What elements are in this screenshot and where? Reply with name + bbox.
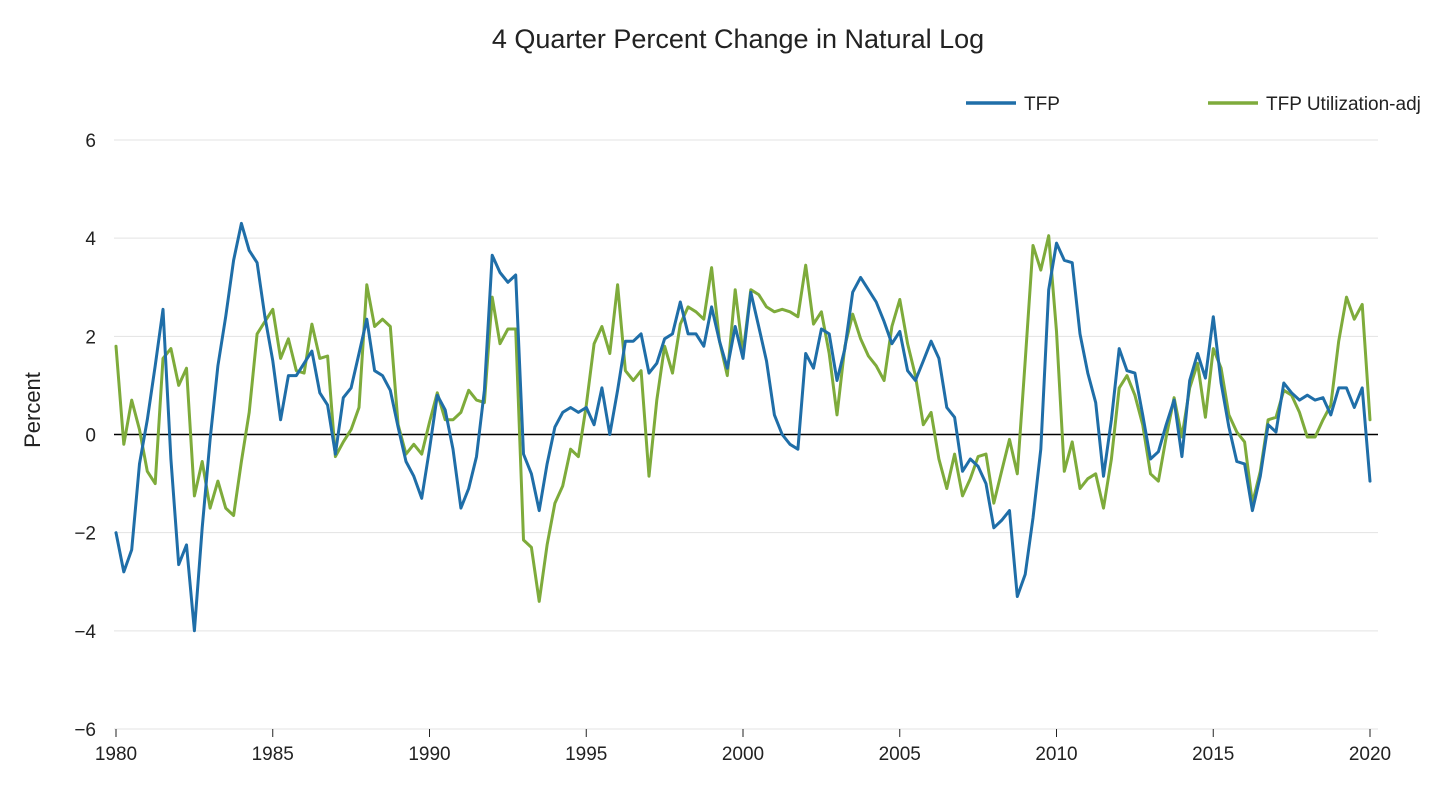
x-axis-ticks: 1980 1985 1990 1995 2000 2005 2010 2015 2020 [95,729,1391,765]
x-tick-label: 2000 [722,744,764,765]
legend-item-tfp[interactable]: TFP [966,94,1060,115]
legend: TFP TFP Utilization-adj [966,94,1421,115]
y-tick-label: −6 [74,720,96,741]
x-tick-label: 2010 [1035,744,1077,765]
legend-item-tfp-utilization-adj[interactable]: TFP Utilization-adj [1208,94,1421,115]
chart-title: 4 Quarter Percent Change in Natural Log [492,24,984,54]
legend-label-tfp-utilization-adj: TFP Utilization-adj [1266,94,1421,115]
series-line-tfp [114,221,1372,633]
legend-label-tfp: TFP [1024,94,1060,115]
y-axis-ticks: −6 −4 −2 0 2 4 6 [74,131,96,741]
gridlines [114,139,1378,730]
y-tick-label: 6 [85,131,96,152]
y-tick-label: 0 [85,426,96,447]
series-lines [114,221,1372,633]
x-tick-label: 1985 [252,744,294,765]
y-tick-label: 4 [85,229,96,250]
x-tick-label: 1980 [95,744,137,765]
x-tick-label: 2020 [1349,744,1391,765]
y-tick-label: −2 [74,524,96,545]
x-tick-label: 1990 [408,744,450,765]
x-tick-label: 1995 [565,744,607,765]
series-line-tfp-utilization-adj [114,234,1372,603]
x-tick-label: 2015 [1192,744,1234,765]
y-tick-label: 2 [85,327,96,348]
y-axis-label: Percent [20,372,45,448]
x-tick-label: 2005 [879,744,921,765]
y-tick-label: −4 [74,622,96,643]
